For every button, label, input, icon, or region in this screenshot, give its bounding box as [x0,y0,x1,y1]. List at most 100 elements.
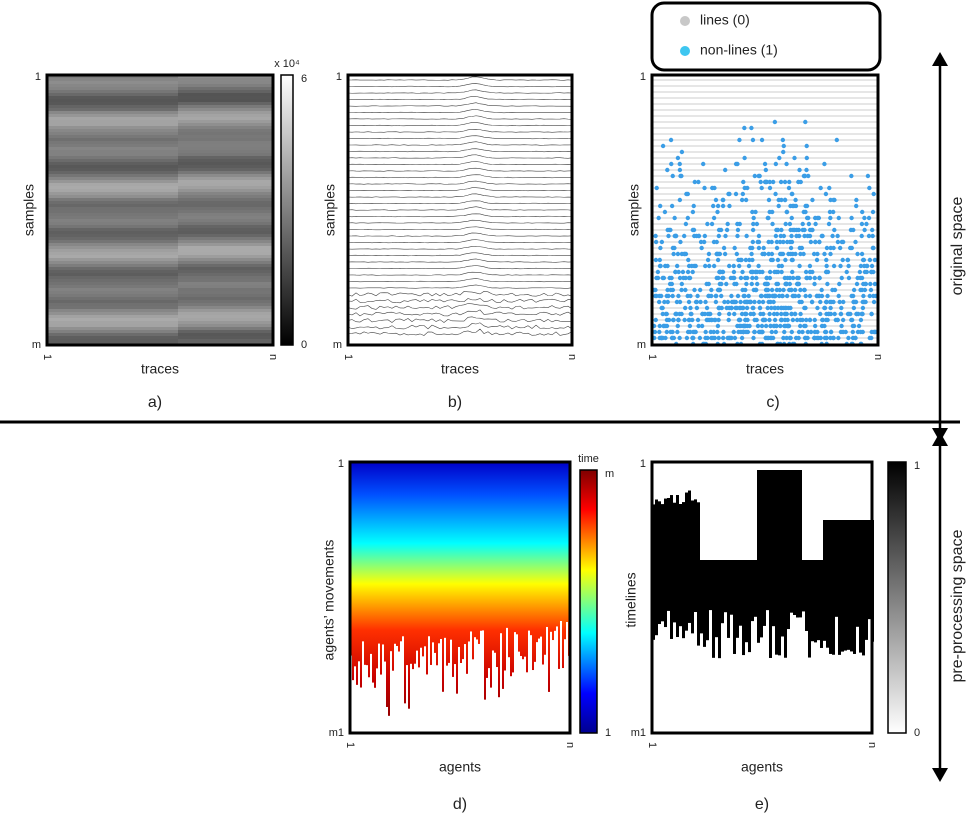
y-axis-label: samples [21,184,37,236]
image-row [178,249,273,252]
agent-column [522,462,524,660]
point [872,329,878,335]
point [859,287,865,293]
trace-line [347,239,573,244]
point [698,299,703,305]
agent-column [516,462,518,635]
point [827,209,833,215]
point [698,239,704,245]
image-row [47,228,178,231]
point [751,215,756,221]
image-row [178,186,273,189]
point [659,239,665,245]
point [787,281,793,287]
image-row [178,273,273,276]
point [824,299,829,305]
x-tick-label: n [267,354,279,360]
image-row [47,303,178,306]
timeline-column [703,560,706,647]
point [769,251,775,257]
point [866,233,872,239]
image-row [47,96,178,99]
point [789,311,794,317]
point [803,293,808,299]
timeline-column [745,560,748,643]
image-row [178,117,273,120]
point [763,293,768,299]
image-row [178,111,273,114]
agent-column [512,462,514,673]
point [691,335,696,341]
point [831,245,836,251]
point [779,227,784,233]
image-row [47,108,178,111]
y-tick-label: m1 [329,727,344,739]
point [790,269,795,275]
point [755,323,761,329]
agent-column [472,462,474,660]
point [658,245,663,251]
point [786,185,792,191]
point [657,323,662,329]
point [766,251,771,257]
timeline-column [817,560,820,641]
point [746,263,752,269]
point [798,323,803,329]
point [713,293,719,299]
point [680,269,686,275]
point [766,239,771,245]
point [742,155,747,161]
point [849,317,855,323]
point [804,275,809,281]
point [777,155,782,161]
trace-line [347,291,573,297]
point [743,257,749,263]
point [846,311,852,317]
image-row [47,333,178,336]
image-row [47,192,178,195]
point [769,329,775,335]
image-row [178,306,273,309]
point [687,275,693,281]
image-row [178,309,273,312]
point [802,305,807,311]
point [860,209,865,215]
agent-column [514,462,516,633]
point [752,299,757,305]
image-row [178,258,273,261]
point [716,305,722,311]
point [800,329,805,335]
image-row [178,312,273,315]
image-row [178,126,273,129]
image-row [47,111,178,114]
point [759,185,764,191]
point [867,185,872,191]
point [715,329,720,335]
image-row [178,324,273,327]
image-row [47,159,178,162]
agent-column [386,462,388,707]
point [736,263,742,269]
colorbar [280,74,294,346]
point [725,299,731,305]
point [782,197,788,203]
image-row [178,288,273,291]
point [664,329,670,335]
timeline-column [850,520,853,652]
point [804,203,810,209]
point [686,257,691,263]
agent-column [372,462,374,683]
point [771,311,777,317]
point [807,269,813,275]
point [715,257,721,263]
point [792,287,798,293]
point [781,149,786,155]
point [676,269,681,275]
point [748,299,753,305]
point [703,263,708,269]
timeline-column [784,470,787,658]
point [675,155,681,161]
agent-column [508,462,510,658]
trace-line [347,96,573,101]
point [854,197,859,203]
